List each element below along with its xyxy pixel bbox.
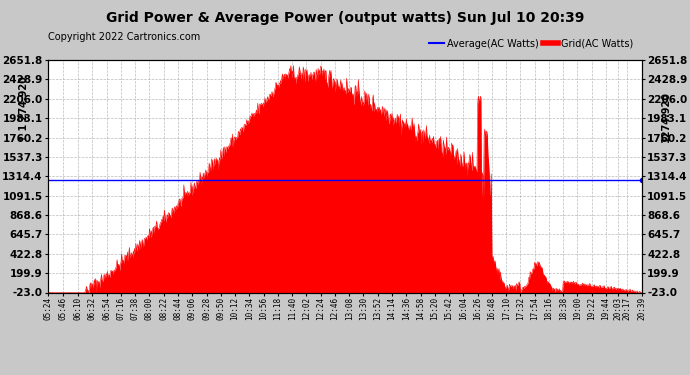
Text: ↑ 1 274.920: ↑ 1 274.920 <box>19 76 29 142</box>
Text: 1274.920: 1274.920 <box>661 92 671 142</box>
Text: Grid Power & Average Power (output watts) Sun Jul 10 20:39: Grid Power & Average Power (output watts… <box>106 11 584 25</box>
Legend: Average(AC Watts), Grid(AC Watts): Average(AC Watts), Grid(AC Watts) <box>425 34 637 53</box>
Text: Copyright 2022 Cartronics.com: Copyright 2022 Cartronics.com <box>48 32 201 42</box>
